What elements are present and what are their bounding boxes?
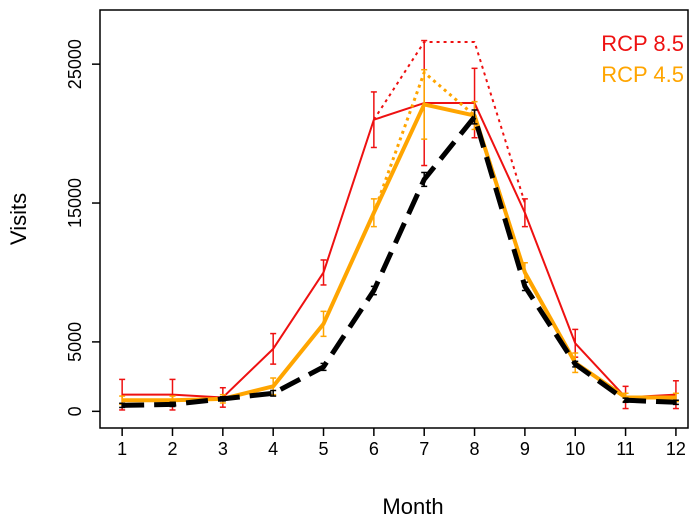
x-tick-label: 6	[369, 439, 379, 459]
x-tick-label: 5	[319, 439, 329, 459]
error-bar	[672, 399, 679, 406]
y-tick-label: 5000	[65, 322, 85, 362]
y-tick-label: 0	[65, 406, 85, 416]
error-bar	[119, 402, 126, 409]
x-tick-label: 2	[167, 439, 177, 459]
y-axis-title: Visits	[6, 193, 31, 245]
x-tick-label: 12	[666, 439, 686, 459]
series-line	[122, 114, 677, 408]
error-bar	[169, 401, 176, 408]
x-tick-label: 7	[419, 439, 429, 459]
error-bar	[270, 332, 277, 365]
error-bar	[421, 171, 428, 188]
x-tick-label: 10	[565, 439, 585, 459]
x-tick-label: 11	[616, 439, 635, 459]
error-bar	[622, 397, 629, 404]
x-tick-label: 9	[520, 439, 530, 459]
error-bar	[572, 360, 579, 368]
y-tick-label: 25000	[65, 39, 85, 89]
error-bar	[521, 281, 528, 292]
error-bar	[270, 389, 277, 397]
error-bar	[370, 198, 377, 228]
error-bar	[370, 285, 377, 296]
error-bar	[370, 91, 377, 149]
x-axis-title: Month	[382, 494, 443, 519]
legend-entry: RCP 4.5	[601, 62, 684, 87]
error-bar	[320, 310, 327, 338]
x-tick-label: 1	[117, 439, 127, 459]
error-bar	[521, 198, 528, 228]
error-bar	[421, 68, 428, 140]
error-bar	[320, 362, 327, 372]
x-tick-label: 3	[218, 439, 228, 459]
plot-frame	[99, 9, 689, 429]
error-bar	[219, 396, 226, 402]
x-tick-label: 8	[470, 439, 480, 459]
error-bar	[471, 109, 478, 125]
x-tick-label: 4	[268, 439, 278, 459]
series-line	[122, 102, 676, 399]
legend-entry: RCP 8.5	[601, 31, 684, 56]
error-bar	[320, 259, 327, 286]
series-line	[373, 40, 526, 204]
series-line	[122, 102, 676, 403]
y-tick-label: 15000	[65, 178, 85, 228]
